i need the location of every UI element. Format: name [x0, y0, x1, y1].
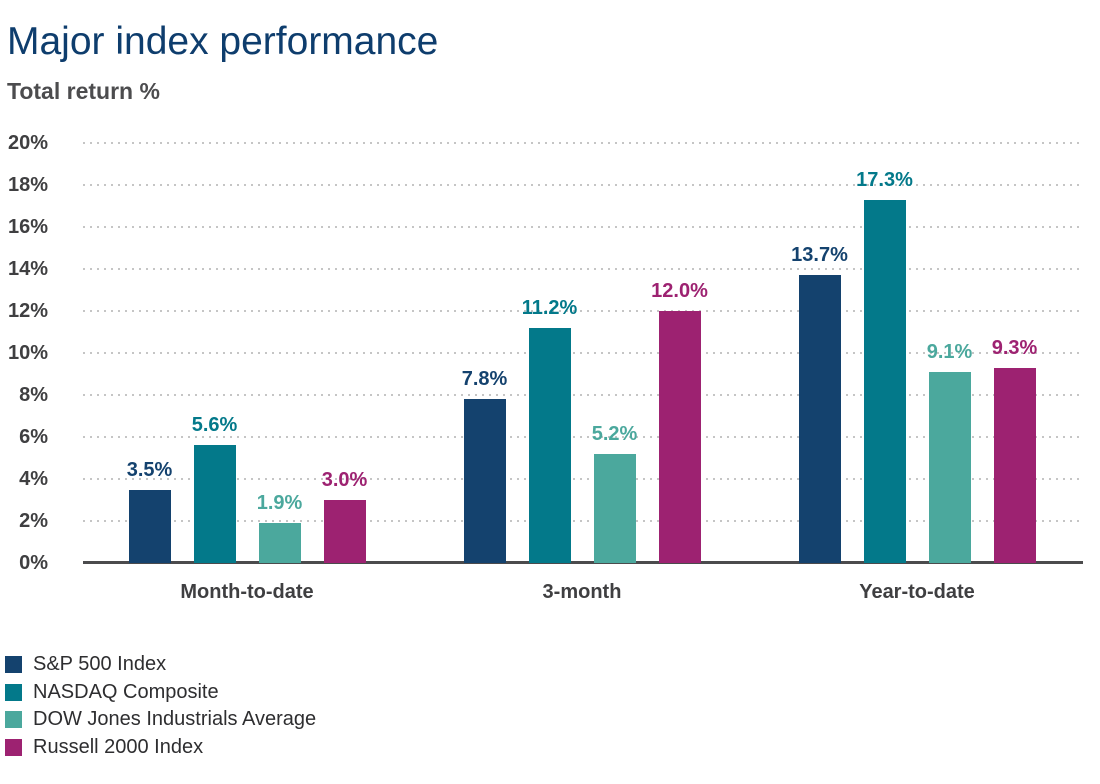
gridline-14 — [83, 268, 1083, 270]
bar-value-label: 5.2% — [591, 422, 638, 445]
legend-swatch-icon — [5, 711, 22, 729]
legend-swatch-icon — [5, 656, 22, 674]
x-axis-line — [83, 561, 1083, 564]
y-axis-tick-label: 8% — [19, 384, 48, 406]
legend-item-dow-jones-industrials-average: DOW Jones Industrials Average — [5, 706, 316, 734]
bar-russell-2000-index-year-to-date — [993, 367, 1036, 563]
bar-value-label: 3.5% — [126, 458, 173, 481]
bar-dow-jones-industrials-average-3-month — [593, 453, 636, 563]
y-axis-tick-label: 16% — [7, 216, 48, 238]
bar-value-label: 12.0% — [651, 280, 708, 302]
gridline-12 — [83, 310, 1083, 312]
chart-legend: S&P 500 Index NASDAQ Composite DOW Jones I… — [5, 651, 316, 761]
legend-label: Russell 2000 Index — [33, 735, 204, 758]
legend-item-s-p-500-index: S&P 500 Index — [5, 651, 316, 679]
bar-value-label: 11.2% — [521, 296, 578, 319]
y-axis-tick-label: 4% — [19, 468, 48, 490]
bar-value-label: 1.9% — [256, 492, 303, 515]
y-axis-tick-label: 18% — [7, 174, 48, 196]
x-axis-category-label: 3-month — [542, 581, 622, 603]
bar-dow-jones-industrials-average-year-to-date — [928, 371, 971, 563]
legend-swatch-icon — [5, 683, 22, 701]
gridline-20 — [83, 142, 1083, 144]
legend-item-nasdaq-composite: NASDAQ Composite — [5, 679, 316, 707]
bar-s-p-500-index-month-to-date — [128, 489, 171, 563]
bar-value-label: 5.6% — [191, 414, 238, 437]
y-axis-tick-label: 6% — [19, 426, 48, 448]
bar-value-label: 9.3% — [991, 336, 1038, 359]
chart-title: Major index performance — [7, 20, 439, 63]
gridline-2 — [83, 520, 1083, 522]
y-axis-tick-label: 0% — [19, 552, 48, 574]
x-axis-category-label: Year-to-date — [859, 581, 975, 603]
gridline-10 — [83, 352, 1083, 354]
bar-value-label: 13.7% — [791, 244, 848, 267]
chart-subtitle: Total return % — [7, 78, 160, 104]
bar-value-label: 7.8% — [461, 368, 508, 391]
bar-s-p-500-index-3-month — [463, 399, 506, 563]
legend-item-russell-2000-index: Russell 2000 Index — [5, 734, 316, 762]
gridline-4 — [83, 478, 1083, 480]
gridline-18 — [83, 184, 1083, 186]
gridline-6 — [83, 436, 1083, 438]
y-axis-tick-label: 12% — [7, 300, 48, 322]
legend-label: NASDAQ Composite — [33, 680, 219, 703]
bar-value-label: 3.0% — [321, 469, 368, 491]
bar-nasdaq-composite-year-to-date — [863, 199, 906, 563]
bar-nasdaq-composite-month-to-date — [193, 445, 236, 563]
bar-value-label: 17.3% — [856, 168, 913, 191]
bar-dow-jones-industrials-average-month-to-date — [258, 523, 301, 563]
bar-s-p-500-index-year-to-date — [798, 275, 841, 563]
bar-nasdaq-composite-3-month — [528, 327, 571, 563]
legend-swatch-icon — [5, 738, 22, 756]
y-axis-tick-label: 14% — [7, 258, 48, 280]
bar-russell-2000-index-month-to-date — [323, 500, 366, 563]
y-axis-tick-label: 10% — [7, 342, 48, 364]
x-axis-category-label: Month-to-date — [180, 581, 314, 603]
bar-value-label: 9.1% — [926, 340, 973, 363]
legend-label: DOW Jones Industrials Average — [33, 708, 317, 731]
gridline-8 — [83, 394, 1083, 396]
legend-label: S&P 500 Index — [33, 653, 167, 676]
y-axis-tick-label: 2% — [19, 510, 48, 532]
bar-russell-2000-index-3-month — [658, 311, 701, 563]
gridline-16 — [83, 226, 1083, 228]
y-axis-tick-label: 20% — [7, 132, 48, 154]
